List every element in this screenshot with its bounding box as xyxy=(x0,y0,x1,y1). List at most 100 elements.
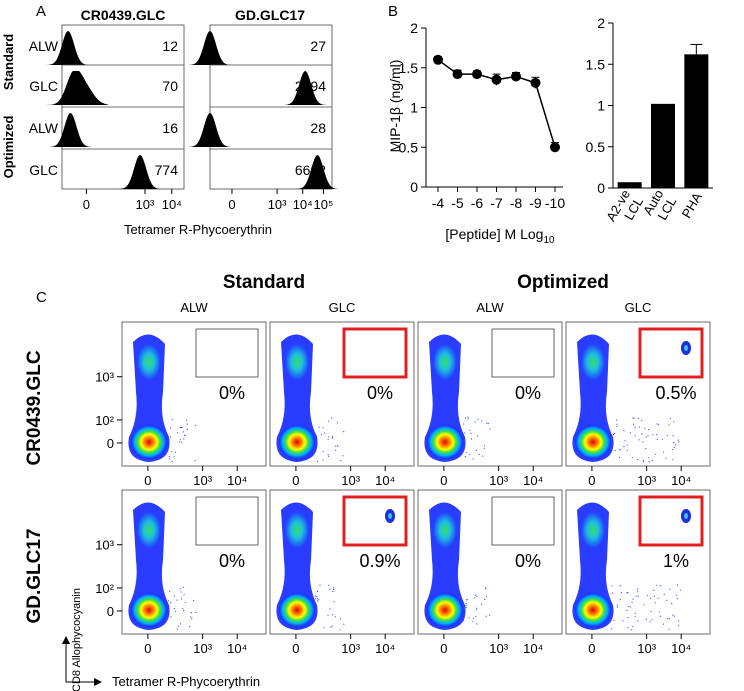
scatter-dot xyxy=(658,611,660,613)
scatter-dot xyxy=(179,439,181,441)
scatter-dot xyxy=(329,608,331,610)
scatter-column-label: GLC xyxy=(329,300,356,315)
scatter-dot xyxy=(619,585,622,587)
scatter-lower-density xyxy=(575,593,611,627)
scatter-dot xyxy=(186,419,188,421)
scatter-dot xyxy=(180,427,182,429)
scatter-dot xyxy=(466,452,468,454)
scatter-dot xyxy=(648,457,650,459)
scatter-dot xyxy=(483,445,486,447)
scatter-dot xyxy=(190,616,192,618)
scatter-dot xyxy=(173,456,175,458)
histogram-tick-label: 10³ xyxy=(136,197,155,212)
scatter-dot xyxy=(465,606,467,608)
gate-percentage: 0.9% xyxy=(359,551,400,571)
scatter-dot xyxy=(672,614,674,616)
scatter-dot xyxy=(626,609,628,612)
scatter-dot xyxy=(331,625,333,627)
scatter-dot xyxy=(322,459,324,461)
scatter-dot xyxy=(181,441,183,443)
panel-b: B 0 0.5 1 1.5 2 -4 -5 -6 -7 -8 -9 -10 MIP-1β (ng/ml… xyxy=(387,3,713,246)
scatter-dot xyxy=(462,450,464,452)
scatter-dot xyxy=(667,618,669,620)
scatter-dot xyxy=(636,591,639,593)
gate-percentage: 0% xyxy=(367,383,393,403)
scatter-dot xyxy=(635,595,637,597)
scatter-dot xyxy=(464,417,467,419)
scatter-lower-density xyxy=(279,593,315,627)
gate xyxy=(638,327,704,379)
scatter-dot xyxy=(332,590,334,593)
scatter-dot xyxy=(614,449,616,451)
scatter-dot xyxy=(478,453,480,455)
scatter-dot xyxy=(334,616,336,618)
histogram-peak xyxy=(45,71,109,105)
scatter-x-tick-label: 0 xyxy=(144,641,151,656)
scatter-dot xyxy=(327,614,329,616)
scatter-dot xyxy=(334,445,336,447)
scatter-dot xyxy=(623,446,625,448)
scatter-dot xyxy=(485,595,487,598)
scatter-dot xyxy=(481,420,483,422)
panel-label-b: B xyxy=(388,3,398,20)
scatter-upper-density xyxy=(433,344,457,380)
scatter-dot xyxy=(631,457,634,459)
scatter-dot xyxy=(467,416,469,418)
scatter-x-tick-label: 10⁴ xyxy=(523,473,543,488)
scatter-dot xyxy=(329,588,331,590)
scatter-dot xyxy=(619,599,621,601)
histogram-row-label: GLC xyxy=(29,162,58,178)
scatter-dot xyxy=(317,600,319,602)
scatter-y-tick-label: 10³ xyxy=(95,538,114,553)
scatter-dot xyxy=(634,612,636,615)
scatter-dot xyxy=(641,419,643,421)
scatter-dot xyxy=(182,431,184,433)
scatter-x-tick-label: 0 xyxy=(144,473,151,488)
scatter-upper-density xyxy=(433,512,457,548)
scatter-dot xyxy=(468,617,470,619)
scatter-dot xyxy=(171,418,173,420)
scatter-dot xyxy=(174,610,176,612)
line-x-tick-label: -9 xyxy=(529,195,542,211)
scatter-dot xyxy=(637,620,639,622)
scatter-dot xyxy=(654,602,657,604)
scatter-dot xyxy=(678,624,680,626)
scatter-dot xyxy=(648,429,650,431)
scatter-dot xyxy=(319,584,321,586)
scatter-dot xyxy=(318,599,320,601)
histogram-value: 28 xyxy=(310,120,326,136)
scatter-dot xyxy=(612,433,615,436)
line-x-tick-label: -8 xyxy=(510,195,523,211)
row-label-gdglc17: GD.GLC17 xyxy=(24,528,45,623)
scatter-dot xyxy=(665,457,667,459)
scatter-dot xyxy=(173,595,175,597)
scatter-y-tick-label: 0 xyxy=(107,436,114,451)
scatter-dot xyxy=(322,427,324,429)
scatter-dot xyxy=(677,439,679,441)
scatter-upper-density xyxy=(137,512,161,548)
panel-c: C Standard Optimized CR0439.GLC GD.GLC17… xyxy=(24,272,711,691)
scatter-dot xyxy=(628,605,630,607)
scatter-lower-density xyxy=(131,425,167,459)
scatter-upper-density xyxy=(581,512,605,548)
scatter-dot xyxy=(191,617,193,620)
histogram-value: 12 xyxy=(162,38,178,54)
scatter-dot xyxy=(485,588,487,590)
scatter-dot xyxy=(676,598,679,600)
scatter-dot xyxy=(475,609,477,611)
scatter-x-tick-label: 0 xyxy=(292,641,299,656)
line-x-tick-label: -4 xyxy=(432,195,445,211)
scatter-lower-density xyxy=(131,593,167,627)
scatter-dot xyxy=(332,436,334,438)
scatter-dot xyxy=(612,609,614,612)
scatter-dot xyxy=(672,435,674,437)
scatter-upper-density xyxy=(581,344,605,380)
scatter-dot xyxy=(317,598,319,600)
line-x-tick-label: -6 xyxy=(471,195,484,211)
scatter-dot xyxy=(473,617,475,619)
scatter-dot xyxy=(614,433,616,435)
panel-a: A CR0439.GLC GD.GLC17 Standard Optimized… xyxy=(1,3,339,237)
scatter-dot xyxy=(480,603,483,606)
histogram-peak xyxy=(119,155,162,189)
scatter-dot xyxy=(672,459,674,461)
